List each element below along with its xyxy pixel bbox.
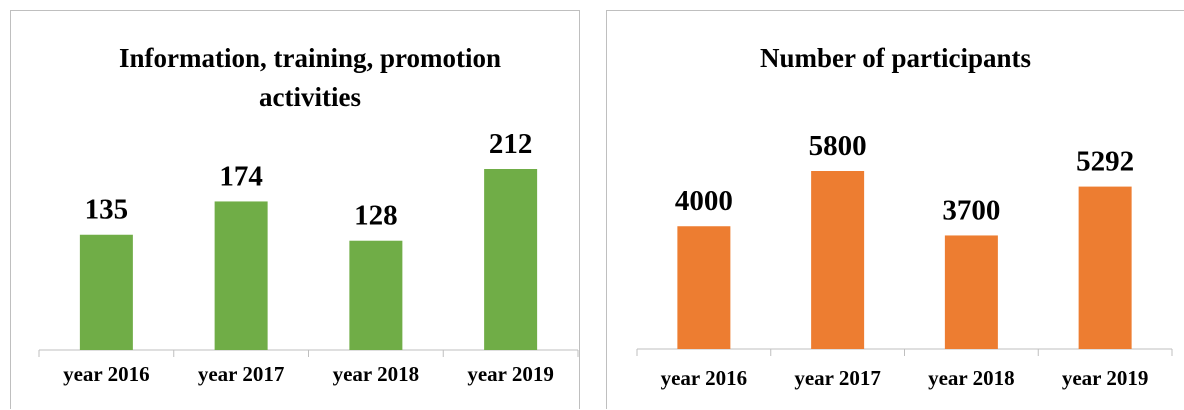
bar: [944, 235, 998, 349]
x-tick-label: year 2017: [794, 366, 881, 390]
x-tick-label: year 2016: [63, 362, 150, 386]
x-tick-label: year 2019: [1062, 366, 1149, 390]
bar: [79, 234, 133, 350]
data-label: 4000: [675, 185, 733, 217]
chart: year 2016 135 year 2017 174 year 2018 128 year…: [38, 128, 579, 386]
chart-panel: Information, training, promotion activit…: [10, 10, 580, 409]
chart: year 2016 4000 year 2017 5800 year 2018 3700 y…: [636, 130, 1173, 390]
bar: [677, 226, 731, 349]
chart-title: Information, training, promotion activit…: [118, 43, 502, 112]
data-label: 5800: [809, 130, 867, 162]
x-tick-label: year 2018: [928, 366, 1015, 390]
x-tick-label: year 2016: [661, 366, 748, 390]
x-tick-label: year 2019: [467, 362, 554, 386]
data-label: 212: [489, 128, 533, 160]
x-tick-label: year 2018: [333, 362, 420, 386]
chart-title: Number of participants: [759, 43, 1031, 73]
bar: [811, 171, 865, 349]
bar: [214, 201, 268, 350]
bar: [349, 240, 403, 350]
data-label: 174: [219, 160, 263, 192]
data-label: 3700: [942, 194, 1000, 226]
data-label: 135: [85, 194, 129, 226]
bar: [484, 169, 538, 350]
chart-panel: Number of participants year 2016 4000 year…: [606, 10, 1184, 409]
bar: [1078, 186, 1132, 349]
data-label: 128: [354, 200, 398, 232]
x-tick-label: year 2017: [198, 362, 285, 386]
data-label: 5292: [1076, 146, 1134, 178]
